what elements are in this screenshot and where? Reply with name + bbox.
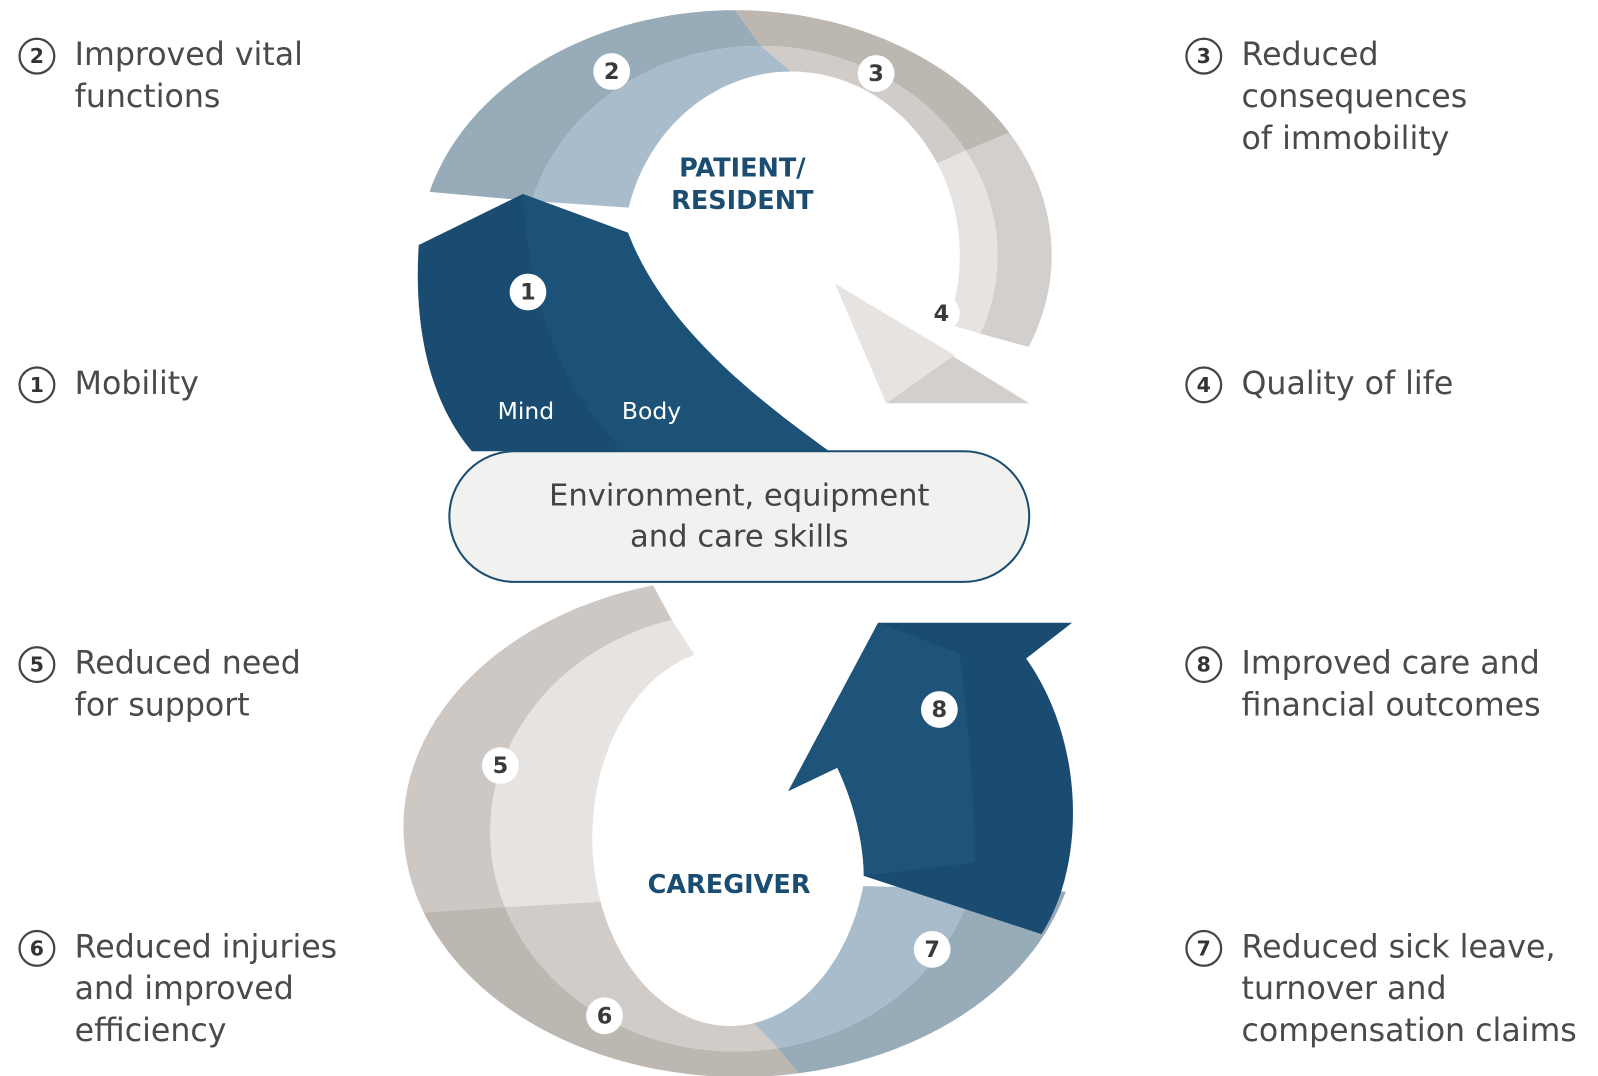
- label-circle: [18, 929, 56, 967]
- mind-label: Mind: [498, 397, 555, 425]
- outcome-label: Reduced: [1242, 37, 1379, 73]
- outcome-label: Reduced sick leave,: [1242, 929, 1556, 965]
- outcome-label: financial outcomes: [1242, 687, 1541, 723]
- outcome-label: for support: [75, 687, 250, 723]
- segment: [403, 585, 672, 913]
- segment: [937, 150, 998, 334]
- badge-circle: [586, 997, 623, 1035]
- body-label: Body: [622, 397, 681, 425]
- outcome-label: efficiency: [75, 1013, 227, 1049]
- badge-number: 2: [604, 59, 620, 85]
- badge-number: 1: [520, 279, 536, 305]
- badge-circle: [593, 53, 631, 90]
- segment: [531, 45, 792, 208]
- label-number: 3: [1197, 44, 1211, 68]
- outcome-label: and improved: [75, 971, 294, 1007]
- label-circle: [18, 37, 56, 75]
- badge-number: 5: [493, 753, 509, 779]
- label-number: 2: [30, 44, 44, 68]
- segment: [490, 619, 695, 908]
- segment-8-inner: [788, 622, 976, 876]
- label-number: 6: [30, 936, 44, 960]
- outcome-label: compensation claims: [1242, 1013, 1577, 1049]
- segment-1-body: [522, 193, 830, 452]
- outcome-label: of immobility: [1242, 121, 1450, 157]
- outcome-label: turnover and: [1242, 971, 1447, 1007]
- center-label: RESIDENT: [671, 186, 814, 216]
- outcome-label: Reduced need: [75, 646, 301, 682]
- segment: [753, 886, 972, 1049]
- outcome-label: Quality of life: [1242, 366, 1454, 402]
- label-number: 7: [1197, 936, 1211, 960]
- badge-number: 4: [934, 301, 950, 327]
- label-circle: [1185, 929, 1223, 967]
- badge-number: 6: [597, 1003, 613, 1029]
- label-number: 4: [1197, 373, 1211, 397]
- label-circle: [18, 366, 56, 404]
- outcome-label: functions: [75, 79, 221, 115]
- loops: [403, 10, 1066, 1076]
- hub-label: Environment, equipment: [549, 479, 930, 514]
- center-label: CAREGIVER: [648, 870, 811, 900]
- badge-number: 7: [924, 937, 940, 963]
- label-number: 5: [30, 653, 44, 677]
- badge-circle: [920, 691, 958, 728]
- center-label: PATIENT/: [679, 153, 806, 183]
- badge-number: 8: [932, 697, 948, 723]
- badge-circle: [482, 747, 519, 785]
- label-number: 1: [30, 373, 44, 397]
- label-number: 8: [1197, 653, 1211, 677]
- outcome-label: Reduced injuries: [75, 929, 337, 965]
- segment: [777, 888, 1066, 1074]
- segment: [423, 907, 799, 1076]
- outcome-label: Improved care and: [1242, 646, 1540, 682]
- segment: [735, 10, 1010, 151]
- segment: [965, 132, 1052, 347]
- segment: [504, 901, 778, 1052]
- label-circle: [1185, 646, 1223, 684]
- outcome-label: Mobility: [75, 366, 199, 402]
- hub-label: and care skills: [630, 520, 849, 555]
- badge-circle: [923, 295, 960, 332]
- badge-circle: [857, 55, 895, 92]
- outcome-label: consequences: [1242, 79, 1468, 115]
- badge-circle: [509, 273, 547, 311]
- badge-number: 3: [868, 61, 884, 87]
- hub: [448, 450, 1031, 583]
- segment: [429, 10, 761, 202]
- label-circle: [1185, 37, 1223, 75]
- badge-circle: [913, 931, 951, 968]
- arrowhead: [835, 283, 955, 404]
- label-circle: [1185, 366, 1223, 404]
- outcome-label: Improved vital: [75, 37, 303, 73]
- label-circle: [18, 646, 56, 684]
